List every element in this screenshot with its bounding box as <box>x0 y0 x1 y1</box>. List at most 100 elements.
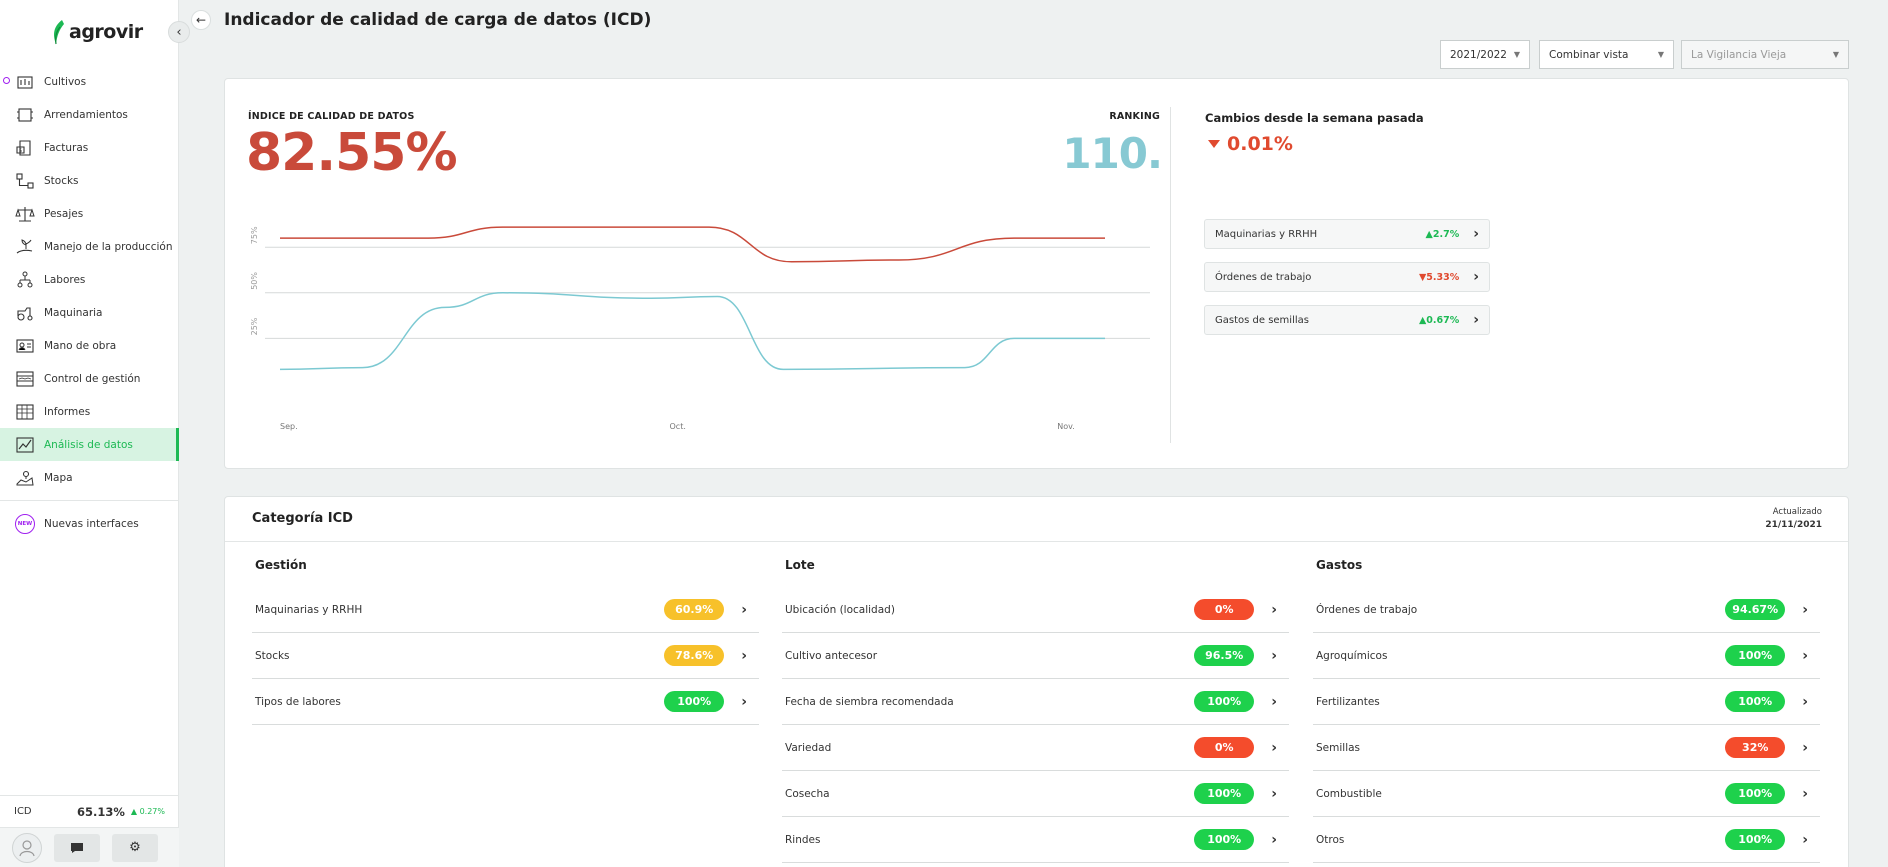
season-select[interactable]: 2021/2022 ▼ <box>1440 40 1530 69</box>
ranking-value: 110. <box>1062 129 1163 178</box>
updated-date: 21/11/2021 <box>1765 520 1822 530</box>
category-row-name: Maquinarias y RRHH <box>255 603 363 616</box>
x-tick-label: Oct. <box>670 422 686 431</box>
category-row-value: 0% <box>1194 737 1255 758</box>
sidebar-item-pesajes[interactable]: Pesajes <box>0 197 179 230</box>
change-row[interactable]: Órdenes de trabajo ▼5.33% › <box>1204 262 1490 292</box>
x-tick-label: Sep. <box>280 422 298 431</box>
sidebar-item-informes[interactable]: Informes <box>0 395 179 428</box>
category-row[interactable]: Cultivo antecesor 96.5% › <box>782 633 1289 679</box>
chat-button[interactable] <box>54 833 100 862</box>
category-row-value: 100% <box>1725 783 1786 804</box>
category-row[interactable]: Rindes 100% › <box>782 817 1289 863</box>
sidebar-item-análisis-de-datos[interactable]: Análisis de datos <box>0 428 179 461</box>
view-select[interactable]: Combinar vista ▼ <box>1539 40 1674 69</box>
sidebar-item-mano-de-obra[interactable]: Mano de obra <box>0 329 179 362</box>
category-row-value: 100% <box>1725 829 1786 850</box>
icd-summary[interactable]: ICD 65.13% ▲ 0.27% <box>0 795 179 827</box>
category-row[interactable]: Tipos de labores 100% › <box>252 679 759 725</box>
category-row-name: Agroquímicos <box>1316 649 1388 662</box>
sidebar-item-cultivos[interactable]: Cultivos <box>0 65 179 98</box>
category-row[interactable]: Agroquímicos 100% › <box>1313 633 1820 679</box>
change-row[interactable]: Gastos de semillas ▲0.67% › <box>1204 305 1490 335</box>
updated-label: Actualizado <box>1772 507 1822 517</box>
caret-down-icon: ▼ <box>1832 50 1839 59</box>
category-row-value: 100% <box>1725 645 1786 666</box>
changes-value: 0.01% <box>1208 133 1293 155</box>
category-row[interactable]: Semillas 32% › <box>1313 725 1820 771</box>
season-select-value: 2021/2022 <box>1450 48 1507 61</box>
y-tick-label: 25% <box>250 317 259 335</box>
crop-icon <box>14 72 36 92</box>
app-logo[interactable]: agrovir <box>50 18 143 46</box>
updated-info: Actualizado 21/11/2021 <box>1765 506 1822 532</box>
invoice-icon: $ <box>14 138 36 158</box>
avatar[interactable] <box>12 832 42 863</box>
leaf-logo-icon <box>54 20 64 45</box>
tractor-icon <box>14 303 36 323</box>
analytics-icon <box>14 435 36 455</box>
category-row-value: 96.5% <box>1194 645 1255 666</box>
change-name: Gastos de semillas <box>1215 314 1309 326</box>
category-row[interactable]: Maquinarias y RRHH 60.9% › <box>252 587 759 633</box>
chevron-right-icon: › <box>1802 739 1808 756</box>
sidebar-item-arrendamientos[interactable]: Arrendamientos <box>0 98 179 131</box>
category-row[interactable]: Combustible 100% › <box>1313 771 1820 817</box>
change-value: ▲0.67% <box>1418 314 1460 326</box>
sidebar-item-stocks[interactable]: Stocks <box>0 164 179 197</box>
sidebar-item-mapa[interactable]: Mapa <box>0 461 179 494</box>
sidebar-nav: Cultivos Arrendamientos $ Facturas Stocks Pes… <box>0 65 179 540</box>
category-row[interactable]: Variedad 0% › <box>782 725 1289 771</box>
chevron-right-icon: › <box>1802 831 1808 848</box>
farm-select[interactable]: La Vigilancia Vieja ▼ <box>1681 40 1849 69</box>
sidebar-item-label: Stocks <box>44 174 79 187</box>
category-row-name: Cosecha <box>785 787 830 800</box>
category-row[interactable]: Stocks 78.6% › <box>252 633 759 679</box>
category-row-value: 0% <box>1194 599 1255 620</box>
sidebar-item-label: Nuevas interfaces <box>44 517 139 530</box>
sidebar-item-label: Maquinaria <box>44 306 103 319</box>
farm-select-value: La Vigilancia Vieja <box>1691 48 1787 61</box>
category-row[interactable]: Fertilizantes 100% › <box>1313 679 1820 725</box>
sidebar-item-label: Control de gestión <box>44 372 141 385</box>
sidebar-item-manejo-de-la-producción[interactable]: Manejo de la producción <box>0 230 179 263</box>
sidebar: agrovir Cultivos Arrendamientos $ Facturas S… <box>0 0 179 867</box>
sidebar-item-label: Análisis de datos <box>44 438 133 451</box>
sidebar-item-facturas[interactable]: $ Facturas <box>0 131 179 164</box>
category-row[interactable]: Órdenes de trabajo 94.67% › <box>1313 587 1820 633</box>
sidebar-item-labores[interactable]: Labores <box>0 263 179 296</box>
caret-down-icon: ▼ <box>1513 50 1520 59</box>
sidebar-item-label: Mapa <box>44 471 73 484</box>
settings-button[interactable]: ⚙ <box>112 833 158 862</box>
category-row-value: 100% <box>1194 829 1255 850</box>
svg-text:$: $ <box>19 148 22 154</box>
sidebar-item-maquinaria[interactable]: Maquinaria <box>0 296 179 329</box>
control-icon <box>14 369 36 389</box>
category-row[interactable]: Ubicación (localidad) 0% › <box>782 587 1289 633</box>
category-title: Categoría ICD <box>252 511 353 526</box>
chevron-right-icon: › <box>1802 647 1808 664</box>
collapse-sidebar-button[interactable]: ‹ <box>168 21 190 43</box>
lease-icon <box>14 105 36 125</box>
chat-icon <box>71 842 83 853</box>
logo-text: agrovir <box>69 21 143 43</box>
worker-card-icon <box>14 336 36 356</box>
new-badge: NEW <box>15 513 35 534</box>
category-row[interactable]: Fecha de siembra recomendada 100% › <box>782 679 1289 725</box>
category-row-value: 94.67% <box>1725 599 1786 620</box>
y-tick-label: 50% <box>250 272 259 290</box>
category-row-name: Ubicación (localidad) <box>785 603 895 616</box>
series-line-0 <box>280 226 1105 263</box>
changes-title: Cambios desde la semana pasada <box>1205 111 1424 125</box>
back-button[interactable]: ← <box>191 10 211 30</box>
category-row-name: Tipos de labores <box>255 695 341 708</box>
icd-change: ▲ 0.27% <box>130 807 165 816</box>
chevron-right-icon: › <box>1271 601 1277 618</box>
sidebar-item-nuevas-interfaces[interactable]: NEW Nuevas interfaces <box>0 507 179 540</box>
category-row-name: Variedad <box>785 741 832 754</box>
change-row[interactable]: Maquinarias y RRHH ▲2.7% › <box>1204 219 1490 249</box>
category-row[interactable]: Cosecha 100% › <box>782 771 1289 817</box>
chevron-right-icon: › <box>1473 226 1479 242</box>
category-row[interactable]: Otros 100% › <box>1313 817 1820 863</box>
sidebar-item-control-de-gestión[interactable]: Control de gestión <box>0 362 179 395</box>
